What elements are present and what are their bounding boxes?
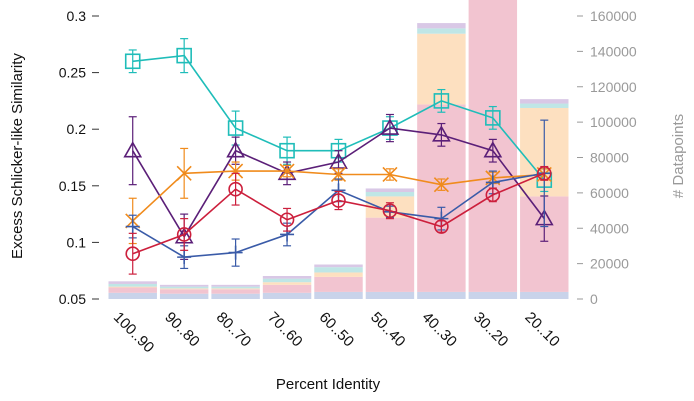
data-point bbox=[279, 142, 295, 159]
data-point bbox=[329, 152, 348, 169]
y-tick-label: 0.15 bbox=[59, 178, 86, 194]
data-point bbox=[124, 53, 141, 70]
data-point bbox=[331, 193, 346, 208]
x-axis-title: Percent Identity bbox=[276, 376, 381, 393]
data-point bbox=[123, 141, 143, 158]
bar-segment bbox=[211, 284, 260, 287]
data-point bbox=[483, 141, 503, 158]
y2-tick-label: 100000 bbox=[590, 114, 637, 130]
bar-segment bbox=[108, 292, 157, 299]
y2-tick-label: 140000 bbox=[590, 43, 637, 59]
x-tick-label: 100..90 bbox=[110, 309, 157, 356]
data-point bbox=[382, 203, 398, 219]
y-tick-label: 0.05 bbox=[59, 291, 86, 307]
data-point bbox=[176, 165, 192, 181]
data-point bbox=[228, 163, 244, 179]
line-series bbox=[123, 38, 554, 275]
data-point bbox=[382, 166, 398, 183]
data-point bbox=[433, 177, 449, 193]
bar-segment bbox=[314, 276, 363, 292]
data-point bbox=[380, 118, 400, 135]
y2-axis-title: # Datapoints bbox=[670, 114, 687, 198]
data-point bbox=[279, 212, 295, 228]
bar-segment bbox=[159, 284, 209, 287]
data-point bbox=[485, 110, 501, 126]
bar-segment bbox=[520, 99, 569, 104]
y2-tick-label: 60000 bbox=[590, 185, 629, 201]
bar-segment bbox=[417, 28, 466, 34]
bar-segment bbox=[108, 287, 157, 293]
bar-segment bbox=[211, 288, 260, 290]
bar-segment bbox=[314, 272, 363, 277]
bar-segment bbox=[159, 289, 209, 294]
bar-segment bbox=[211, 293, 260, 299]
data-point bbox=[125, 246, 141, 262]
x-tick-label: 70..60 bbox=[264, 309, 306, 351]
x-tick-label: 30..20 bbox=[470, 309, 512, 351]
bar-segment bbox=[159, 288, 209, 290]
bar-segment bbox=[365, 217, 415, 292]
bar-segment bbox=[365, 191, 415, 197]
data-point bbox=[485, 175, 500, 190]
bar-segment bbox=[365, 291, 415, 299]
x-tick-label: 40..30 bbox=[419, 309, 461, 351]
data-point bbox=[177, 250, 192, 265]
data-point bbox=[536, 166, 552, 181]
x-tick-label: 50..40 bbox=[367, 309, 409, 351]
bar-segment bbox=[520, 291, 569, 299]
data-point bbox=[227, 120, 244, 136]
bar-segment bbox=[365, 188, 415, 192]
bar-segment bbox=[314, 264, 363, 268]
data-point bbox=[226, 141, 245, 158]
bar-segment bbox=[159, 286, 209, 289]
bar-segment bbox=[262, 276, 312, 279]
bar-segment bbox=[262, 284, 312, 293]
y-tick-label: 0.2 bbox=[67, 121, 87, 137]
x-tick-label: 20..10 bbox=[521, 309, 563, 351]
y-tick-label: 0.3 bbox=[67, 8, 87, 24]
y2-tick-label: 80000 bbox=[590, 150, 629, 166]
bar-segment bbox=[262, 292, 312, 299]
y2-tick-label: 160000 bbox=[590, 8, 637, 24]
bar-segment bbox=[314, 267, 363, 273]
y2-tick-label: 0 bbox=[590, 291, 598, 307]
bar-segment bbox=[108, 283, 157, 287]
data-point bbox=[176, 227, 192, 242]
y-tick-label: 0.25 bbox=[59, 65, 86, 81]
bar-segment bbox=[262, 282, 312, 285]
bar-segment bbox=[159, 293, 209, 299]
bar-segment bbox=[468, 291, 518, 299]
bar-segment bbox=[520, 103, 569, 108]
data-point bbox=[279, 163, 295, 179]
data-point bbox=[228, 181, 243, 197]
data-point bbox=[432, 125, 451, 142]
data-point bbox=[277, 163, 297, 181]
x-tick-label: 60..50 bbox=[316, 309, 358, 351]
x-tick-label: 90..80 bbox=[161, 309, 203, 351]
data-point bbox=[176, 47, 192, 64]
data-point bbox=[228, 245, 243, 260]
data-point bbox=[330, 166, 347, 183]
y-tick-label: 0.1 bbox=[67, 234, 87, 250]
y2-tick-label: 20000 bbox=[590, 256, 629, 272]
bar-segment bbox=[417, 23, 466, 29]
bar-segment bbox=[211, 289, 260, 294]
bar-segment bbox=[262, 278, 312, 283]
x-tick-label: 80..70 bbox=[213, 309, 255, 351]
data-point bbox=[434, 219, 449, 234]
bar-segment bbox=[211, 286, 260, 289]
data-point bbox=[125, 219, 140, 234]
bar-segment bbox=[314, 291, 363, 299]
data-point bbox=[485, 187, 501, 203]
bar-segment bbox=[417, 291, 466, 299]
data-point bbox=[433, 93, 450, 109]
y-axis-title: Excess Schlicker-like Similarity bbox=[9, 53, 26, 259]
bar-segment bbox=[108, 286, 157, 288]
y2-tick-label: 120000 bbox=[590, 79, 637, 95]
y2-tick-label: 40000 bbox=[590, 220, 629, 236]
bar-segment bbox=[108, 281, 157, 284]
